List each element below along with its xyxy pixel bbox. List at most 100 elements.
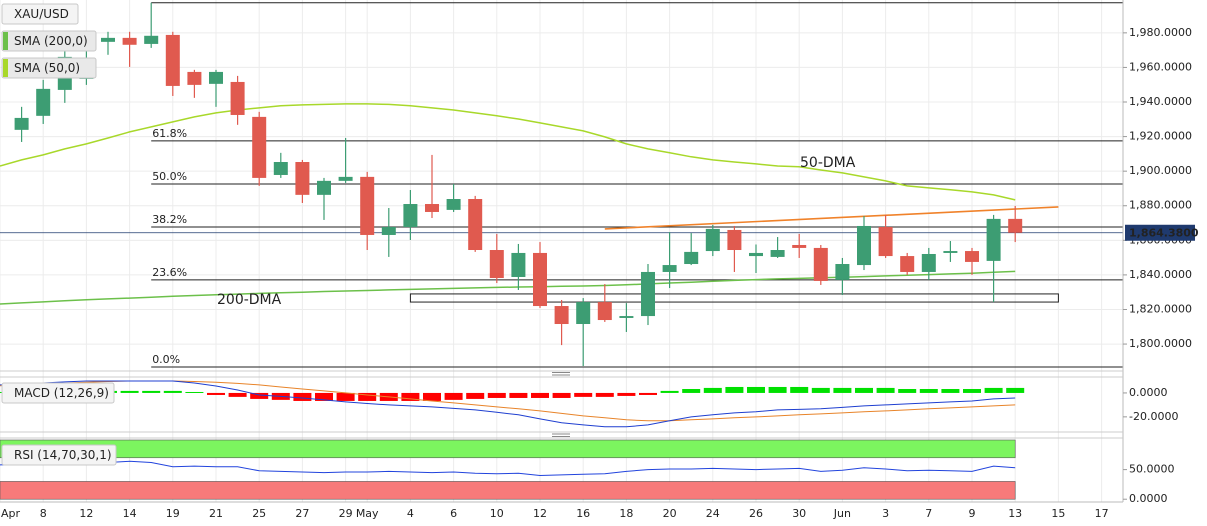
histogram-bar [768,386,787,393]
y-tick-label: 0.0000 [1129,492,1168,505]
candle-body [403,204,418,228]
candle-body [533,252,547,307]
candle-body [1008,218,1023,233]
fib-level-label: 61.8% [152,127,187,140]
macd-line [0,380,1016,428]
histogram-bar [941,388,960,393]
y-tick-label: 50.0000 [1129,463,1175,476]
histogram-bar [876,387,895,393]
legend-label: SMA (50,0) [14,61,80,75]
legend-box [1,30,97,52]
histogram-bar [466,392,485,399]
candle-body [727,229,742,251]
x-tick-label: 14 [123,507,137,520]
trendline [604,206,1059,230]
histogram-bar [531,392,549,398]
histogram-bar [984,387,1003,393]
x-tick-label: 12 [533,507,547,520]
histogram-bar [617,392,636,396]
candle-body [489,250,504,279]
x-tick-label: 8 [40,507,47,520]
candle-body [338,176,353,181]
resize-handle[interactable] [552,372,570,376]
x-tick-label: 13 [1008,507,1022,520]
histogram-bar [250,392,269,399]
y-tick-label: 1,980.0000 [1129,26,1192,39]
histogram-bar [423,392,441,401]
candle-body [295,162,310,195]
x-tick-label: 9 [969,507,976,520]
y-tick-label: 1,800.0000 [1129,337,1192,350]
x-tick-label: 25 [252,507,266,520]
candle-body [468,199,483,251]
legend-box [1,3,79,25]
x-tick-label: 16 [576,507,590,520]
last-price-box [1125,224,1195,241]
resize-handle[interactable] [552,433,570,437]
histogram-bar [898,388,917,393]
rsi-band [0,481,1016,500]
candle-body [749,252,763,257]
histogram-bar [919,388,938,393]
y-tick-label: 1,820.0000 [1129,302,1192,315]
legend-label: SMA (200,0) [14,34,88,48]
rsi-band [0,439,1016,459]
legend-label: MACD (12,26,9) [14,386,109,400]
x-tick-label: 17 [1095,507,1109,520]
legend-box [1,57,97,79]
histogram-bar [207,392,225,395]
candle-body [144,35,159,44]
candle-body [446,199,461,210]
candle-body [317,180,331,195]
x-tick-label: 26 [749,507,763,520]
x-tick-label: 4 [407,507,414,520]
x-tick-label: 6 [450,507,457,520]
candle-body [360,176,375,235]
x-tick-label: 29 [339,507,353,520]
legend-label: RSI (14,70,30,1) [14,448,112,462]
candle-body [101,37,115,42]
histogram-bar [639,392,657,395]
histogram-bar [552,392,571,398]
candle-body [619,316,634,318]
x-tick-label: Apr [1,507,21,520]
signal-line [0,380,1016,422]
fib-level-label: 23.6% [152,266,187,279]
histogram-bar [1006,387,1025,393]
histogram-bar [444,392,463,400]
histogram-bar [682,388,701,393]
histogram-bar [163,390,182,393]
legend-label: XAU/USD [14,7,69,21]
candle-body [662,265,677,272]
candle-body [425,204,439,212]
candle-body [943,251,958,253]
support-zone [409,293,1059,303]
histogram-bar [747,386,765,393]
x-tick-label: Jun [833,507,851,520]
candle-body [770,250,785,257]
x-tick-label: May [356,507,379,520]
legend-swatch [3,59,8,77]
candle-body [230,81,245,115]
x-tick-label: 12 [79,507,93,520]
fib-level-label: 0.0% [152,353,180,366]
x-tick-label: 10 [490,507,504,520]
histogram-bar [293,392,312,401]
y-tick-label: 0.0000 [1129,386,1168,399]
y-tick-label: 1,920.0000 [1129,130,1192,143]
histogram-bar [358,392,377,401]
histogram-bar [855,387,873,393]
plot-area: 61.8% 50.0% 38.2% 23.6% 0.0% 50-DMA 200-DMA [0,2,1123,477]
candle-body [705,228,720,252]
y-tick-label: 1,880.0000 [1129,199,1192,212]
candle-body [857,225,871,266]
x-tick-label: 27 [295,507,309,520]
candle-body [813,247,828,281]
histogram-bar [401,392,420,401]
candle-body [511,252,526,277]
legend-box [1,444,117,466]
x-tick-label: 30 [792,507,806,520]
candle-body [641,271,655,317]
histogram-bar [833,387,852,393]
